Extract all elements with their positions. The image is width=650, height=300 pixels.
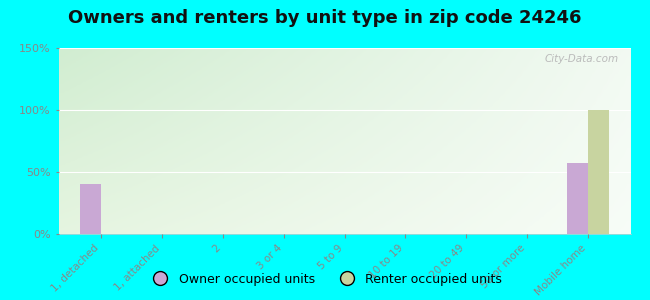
Legend: Owner occupied units, Renter occupied units: Owner occupied units, Renter occupied un… bbox=[143, 268, 507, 291]
Bar bbox=[567, 163, 588, 234]
Text: City-Data.com: City-Data.com bbox=[545, 54, 619, 64]
Text: Owners and renters by unit type in zip code 24246: Owners and renters by unit type in zip c… bbox=[68, 9, 582, 27]
Bar bbox=[588, 110, 609, 234]
Bar bbox=[80, 184, 101, 234]
